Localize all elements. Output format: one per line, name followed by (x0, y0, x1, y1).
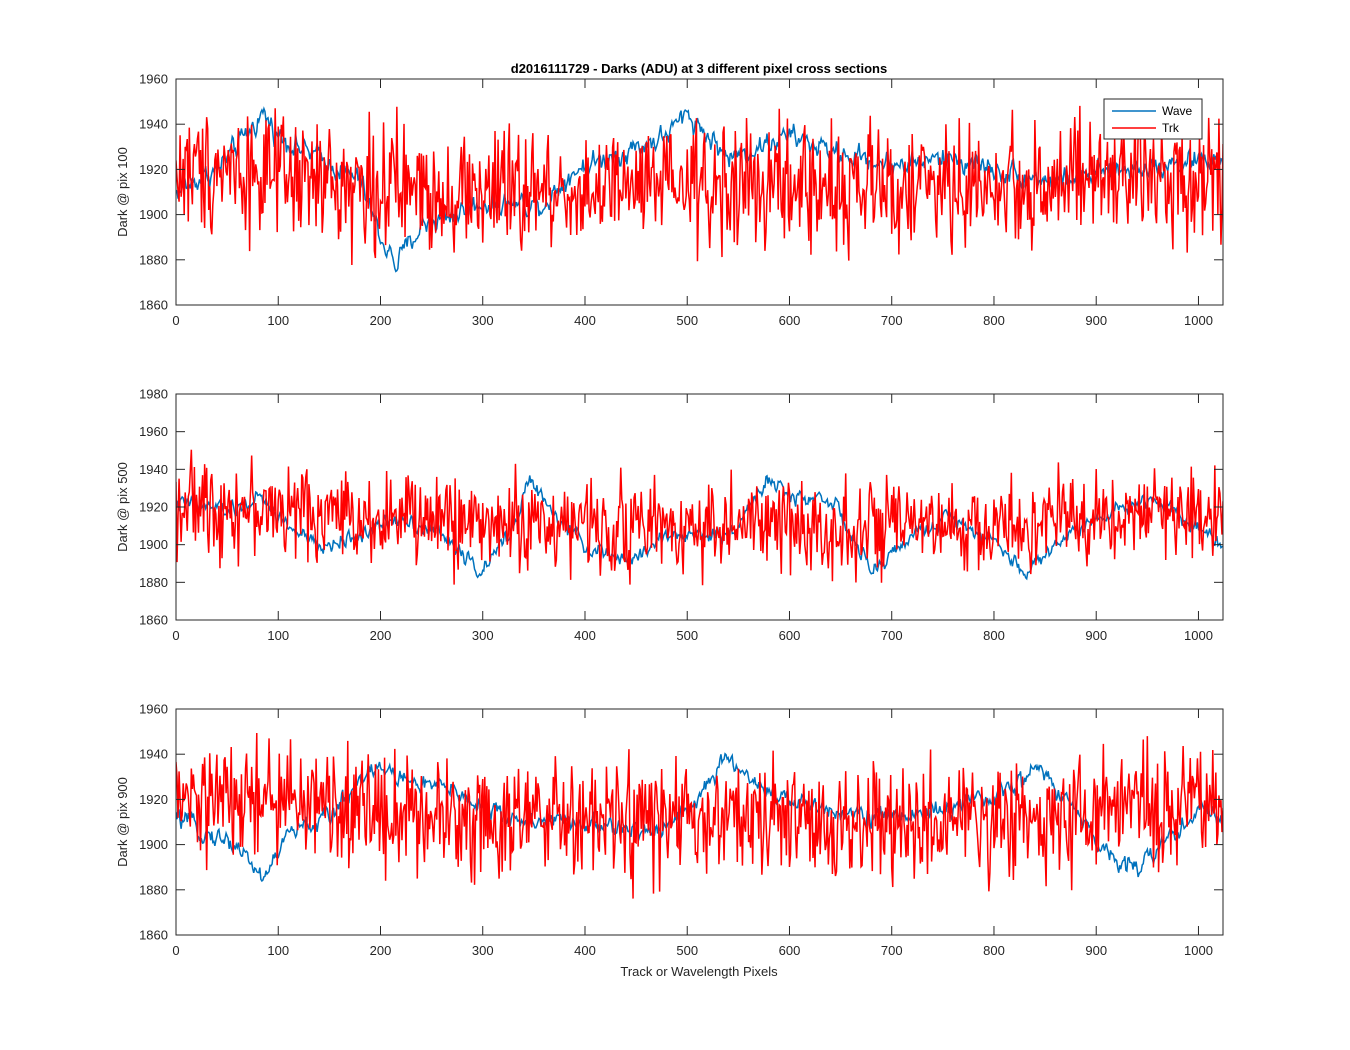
y-tick-label: 1880 (139, 575, 168, 590)
x-tick-label: 600 (779, 943, 801, 958)
y-tick-label: 1900 (139, 207, 168, 222)
y-tick-label: 1940 (139, 747, 168, 762)
x-tick-label: 0 (172, 943, 179, 958)
y-tick-label: 1960 (139, 702, 168, 717)
y-tick-label: 1980 (139, 387, 168, 402)
x-tick-label: 200 (370, 943, 392, 958)
x-tick-label: 800 (983, 628, 1005, 643)
y-axis-label: Dark @ pix 900 (115, 777, 130, 867)
x-tick-label: 1000 (1184, 943, 1213, 958)
x-tick-label: 300 (472, 628, 494, 643)
legend: Wave Trk (1103, 98, 1203, 140)
x-tick-label: 900 (1085, 628, 1107, 643)
x-tick-label: 700 (881, 628, 903, 643)
axes-box (175, 78, 1224, 306)
x-tick-label: 600 (779, 628, 801, 643)
x-tick-label: 800 (983, 313, 1005, 328)
series-line-trk (176, 449, 1223, 586)
x-tick-label: 900 (1085, 943, 1107, 958)
x-tick-label: 200 (370, 313, 392, 328)
legend-label-trk: Trk (1162, 121, 1180, 135)
y-tick-label: 1880 (139, 882, 168, 897)
subplots: 0 100 200 300 400 500 600 700 800 900 100018601880… (115, 72, 1224, 958)
x-tick-label: 1000 (1184, 313, 1213, 328)
x-tick-label: 300 (472, 943, 494, 958)
x-tick-label: 500 (676, 943, 698, 958)
y-tick-label: 1960 (139, 72, 168, 87)
y-axis-label: Dark @ pix 100 (115, 147, 130, 237)
x-tick-label: 600 (779, 313, 801, 328)
x-tick-label: 200 (370, 628, 392, 643)
x-tick-label: 500 (676, 313, 698, 328)
x-tick-label: 100 (267, 628, 289, 643)
y-axis-label: Dark @ pix 500 (115, 462, 130, 552)
series-line-wave (176, 752, 1223, 883)
subplot-1: 0 100 200 300 400 500 600 700 800 900 1000 1860 1880… (115, 72, 1224, 328)
x-tick-label: 700 (881, 313, 903, 328)
y-tick-label: 1940 (139, 462, 168, 477)
chart-title: d2016111729 - Darks (ADU) at 3 different… (511, 61, 887, 76)
x-axis-label: Track or Wavelength Pixels (620, 964, 778, 979)
legend-box (1103, 98, 1203, 140)
legend-label-wave: Wave (1162, 104, 1193, 118)
series-line-trk (176, 733, 1223, 899)
x-tick-label: 900 (1085, 313, 1107, 328)
subplot-3: 0 100 200 300 400 500 600 700 800 900 1000 1860 1880… (115, 702, 1224, 958)
y-tick-label: 1860 (139, 613, 168, 628)
y-tick-label: 1900 (139, 837, 168, 852)
x-tick-label: 100 (267, 943, 289, 958)
x-tick-label: 0 (172, 628, 179, 643)
x-tick-label: 700 (881, 943, 903, 958)
x-tick-label: 100 (267, 313, 289, 328)
y-tick-label: 1900 (139, 537, 168, 552)
x-tick-label: 400 (574, 943, 596, 958)
series-line-trk (176, 105, 1223, 265)
y-tick-label: 1920 (139, 500, 168, 515)
y-tick-label: 1860 (139, 298, 168, 313)
x-tick-label: 800 (983, 943, 1005, 958)
x-tick-label: 1000 (1184, 628, 1213, 643)
x-tick-label: 400 (574, 628, 596, 643)
y-tick-label: 1940 (139, 117, 168, 132)
y-tick-label: 1960 (139, 424, 168, 439)
x-tick-label: 500 (676, 628, 698, 643)
subplot-2: 0 100 200 300 400 500 600 700 800 900 1000 1860 1880… (115, 387, 1224, 643)
x-tick-label: 0 (172, 313, 179, 328)
y-tick-label: 1920 (139, 162, 168, 177)
y-tick-label: 1860 (139, 928, 168, 943)
y-tick-label: 1880 (139, 252, 168, 267)
x-tick-label: 300 (472, 313, 494, 328)
y-tick-label: 1920 (139, 792, 168, 807)
axes-box (175, 708, 1224, 936)
x-tick-label: 400 (574, 313, 596, 328)
